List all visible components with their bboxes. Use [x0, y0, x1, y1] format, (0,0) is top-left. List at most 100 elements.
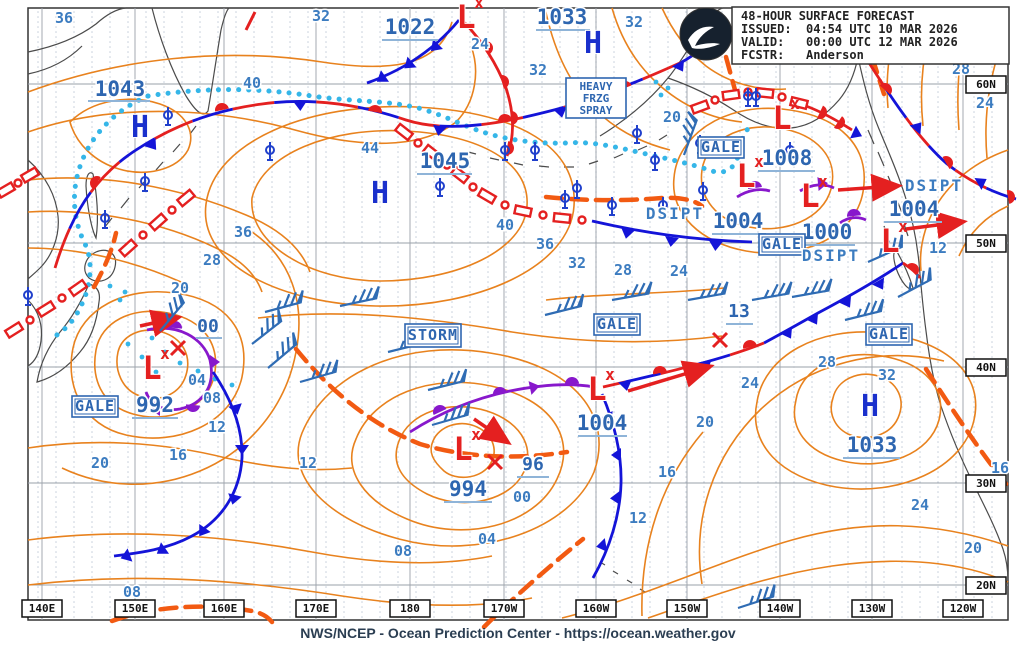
lon-text: 140E: [29, 602, 56, 615]
chart-caption: NWS/NCEP - Ocean Prediction Center - htt…: [300, 625, 736, 641]
freezing-spray-line: [47, 87, 752, 342]
gale-label: GALE: [762, 235, 802, 253]
fcstr-label: FCSTR:: [741, 48, 784, 62]
cold-front-992: [113, 371, 249, 565]
dsipt-label: DSIPT: [905, 176, 963, 195]
isobar-label: 32: [529, 61, 547, 79]
lat-text: 40N: [976, 361, 996, 374]
pressure-centers: 1043 1022 1033 1045 1008 1004: [88, 0, 942, 503]
dsipt-label: DSIPT: [802, 246, 860, 265]
isobar-label: 04: [188, 371, 206, 389]
low-994: 994: [444, 424, 492, 503]
warm-front-top-center: [462, 21, 519, 157]
isobar-label: 12: [299, 454, 317, 472]
lat-text: 60N: [976, 78, 996, 91]
low-992: 992: [132, 343, 178, 419]
lon-label: 170W: [483, 599, 525, 618]
pressure-value: 992: [136, 393, 174, 417]
isobar-label: 24: [670, 262, 688, 280]
lon-label: 140E: [21, 599, 63, 618]
pressure-value: 1022: [385, 15, 436, 39]
lon-text: 160W: [583, 602, 610, 615]
stationary-front-ne: [864, 57, 1017, 204]
isobar-label: 20: [663, 108, 681, 126]
lat-label: 60N: [965, 75, 1007, 94]
cold-front-south: [591, 393, 623, 579]
isobar-label: 24: [976, 94, 994, 112]
low-1000-b-label: 00: [196, 315, 222, 339]
isobar-label: 28: [614, 261, 632, 279]
lat-label: 30N: [965, 474, 1007, 493]
lon-text: 160E: [211, 602, 238, 615]
front-fragment: [244, 11, 257, 31]
isobar-label: 36: [55, 9, 73, 27]
pressure-value: 1033: [537, 5, 588, 29]
valid-value: 00:00 UTC 12 MAR 2026: [806, 35, 958, 49]
stationary-front-top: [53, 25, 719, 269]
pressure-value: 1045: [420, 149, 471, 173]
isobar-label: 16: [169, 446, 187, 464]
isobar-label: 32: [878, 366, 896, 384]
lon-label: 170E: [295, 599, 337, 618]
edge-labels: 60N 50N 40N 30N 20N 140E 150E 160E 170E …: [21, 75, 1007, 618]
isobar-label: 16: [658, 463, 676, 481]
gale-box: GALE: [71, 395, 119, 418]
valid-label: VALID:: [741, 35, 784, 49]
low-1004-a: 1004: [711, 208, 766, 235]
pressure-value: 1004: [889, 197, 940, 221]
isobar-label: 40: [243, 74, 261, 92]
header-block: 48-HOUR SURFACE FORECAST ISSUED: 04:54 U…: [679, 6, 1010, 65]
pressure-value: 1008: [762, 146, 813, 170]
isobar-label: 24: [471, 35, 489, 53]
isobar-label: 08: [123, 583, 141, 601]
isobar-label: 40: [496, 216, 514, 234]
lon-text: 140W: [767, 602, 794, 615]
isobar-label: 00: [513, 488, 531, 506]
noaa-logo: [679, 7, 733, 61]
gale-box: GALE: [697, 136, 745, 159]
lat-label: 20N: [965, 576, 1007, 595]
low-1004-b: 1004: [879, 196, 942, 261]
gale-box: GALE: [758, 233, 806, 256]
gale-label: GALE: [701, 138, 741, 156]
lon-label: 150E: [114, 599, 156, 618]
cold-front-aleutian: [591, 219, 753, 252]
gale-label: GALE: [597, 315, 637, 333]
isobar-label: 36: [234, 223, 252, 241]
isobar-label: 08: [203, 389, 221, 407]
lon-label: 150W: [666, 599, 708, 618]
isobar-label: 28: [203, 251, 221, 269]
gale-box: GALE: [593, 313, 641, 336]
lat-text: 20N: [976, 579, 996, 592]
high-1022: 1022: [382, 14, 438, 41]
noaa-logo-bird: [688, 26, 720, 49]
pressure-value: 1033: [847, 433, 898, 457]
lon-text: 150W: [674, 602, 701, 615]
pressure-value: 1000: [802, 220, 853, 244]
lat-label: 50N: [965, 234, 1007, 253]
isobar-label: 20: [171, 279, 189, 297]
isobar-label: 12: [929, 239, 947, 257]
isobar-label: 20: [696, 413, 714, 431]
pressure-value: 994: [449, 477, 487, 501]
map-frame: [27, 7, 1009, 621]
dsipt-label: DSIPT: [646, 204, 704, 223]
lon-label: 140W: [759, 599, 801, 618]
lon-label: 180: [389, 599, 431, 618]
lat-label: 40N: [965, 358, 1007, 377]
pressure-value: 96: [522, 454, 544, 475]
heavy-frzg-spray-line: HEAVY: [579, 80, 612, 93]
fcstr-value: Anderson: [806, 48, 864, 62]
pressure-value: 1004: [713, 209, 764, 233]
high-1033-se: 1033: [843, 388, 900, 459]
lon-label: 120W: [942, 599, 984, 618]
heavy-frzg-spray-box: HEAVY FRZG SPRAY: [565, 77, 627, 119]
isobar-label: 12: [629, 509, 647, 527]
low-1008: 1008: [735, 93, 830, 216]
storm-label: STORM: [408, 326, 458, 344]
lon-text: 120W: [950, 602, 977, 615]
gale-label: GALE: [75, 397, 115, 415]
isobar-label: 32: [625, 13, 643, 31]
